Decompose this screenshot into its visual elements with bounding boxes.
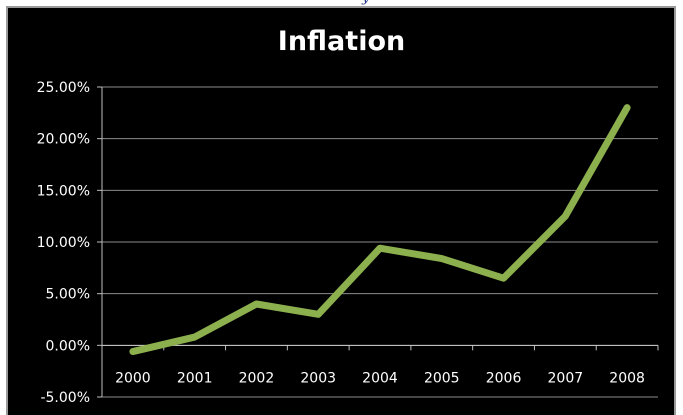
series-line	[129, 104, 631, 356]
y-tick-labels: 25.00% 20.00% 15.00% 10.00% 5.00% 0.00% -5.00%	[37, 80, 90, 406]
top-strip: y	[0, 0, 683, 8]
cropped-heading-glyph: y	[362, 0, 369, 6]
x-tick-label: 2007	[548, 370, 584, 386]
x-tick-label: 2002	[239, 370, 275, 386]
x-tick-label: 2004	[362, 370, 398, 386]
y-tick-label: 0.00%	[46, 338, 90, 354]
chart-frame	[6, 6, 676, 415]
series	[129, 104, 631, 356]
y-tick-label: 25.00%	[37, 80, 90, 96]
axes	[97, 86, 659, 398]
y-tick-label: 20.00%	[37, 132, 90, 148]
y-tick-label: 15.00%	[37, 183, 90, 199]
y-tick-label: 5.00%	[46, 287, 90, 303]
x-tick-label: 2008	[609, 370, 645, 386]
chart-title: Inflation	[277, 26, 406, 57]
y-tick-label: 10.00%	[37, 235, 90, 251]
x-tick-label: 2001	[177, 370, 213, 386]
gridlines	[102, 86, 658, 398]
x-tick-label: 2000	[115, 370, 151, 386]
x-tick-labels: 2000 2001 2002 2003 2004 2005 2006 2007 2008	[115, 370, 645, 386]
x-tick-label: 2003	[300, 370, 336, 386]
x-tick-label: 2005	[424, 370, 460, 386]
x-tick-label: 2006	[486, 370, 522, 386]
y-tick-label: -5.00%	[40, 390, 90, 406]
